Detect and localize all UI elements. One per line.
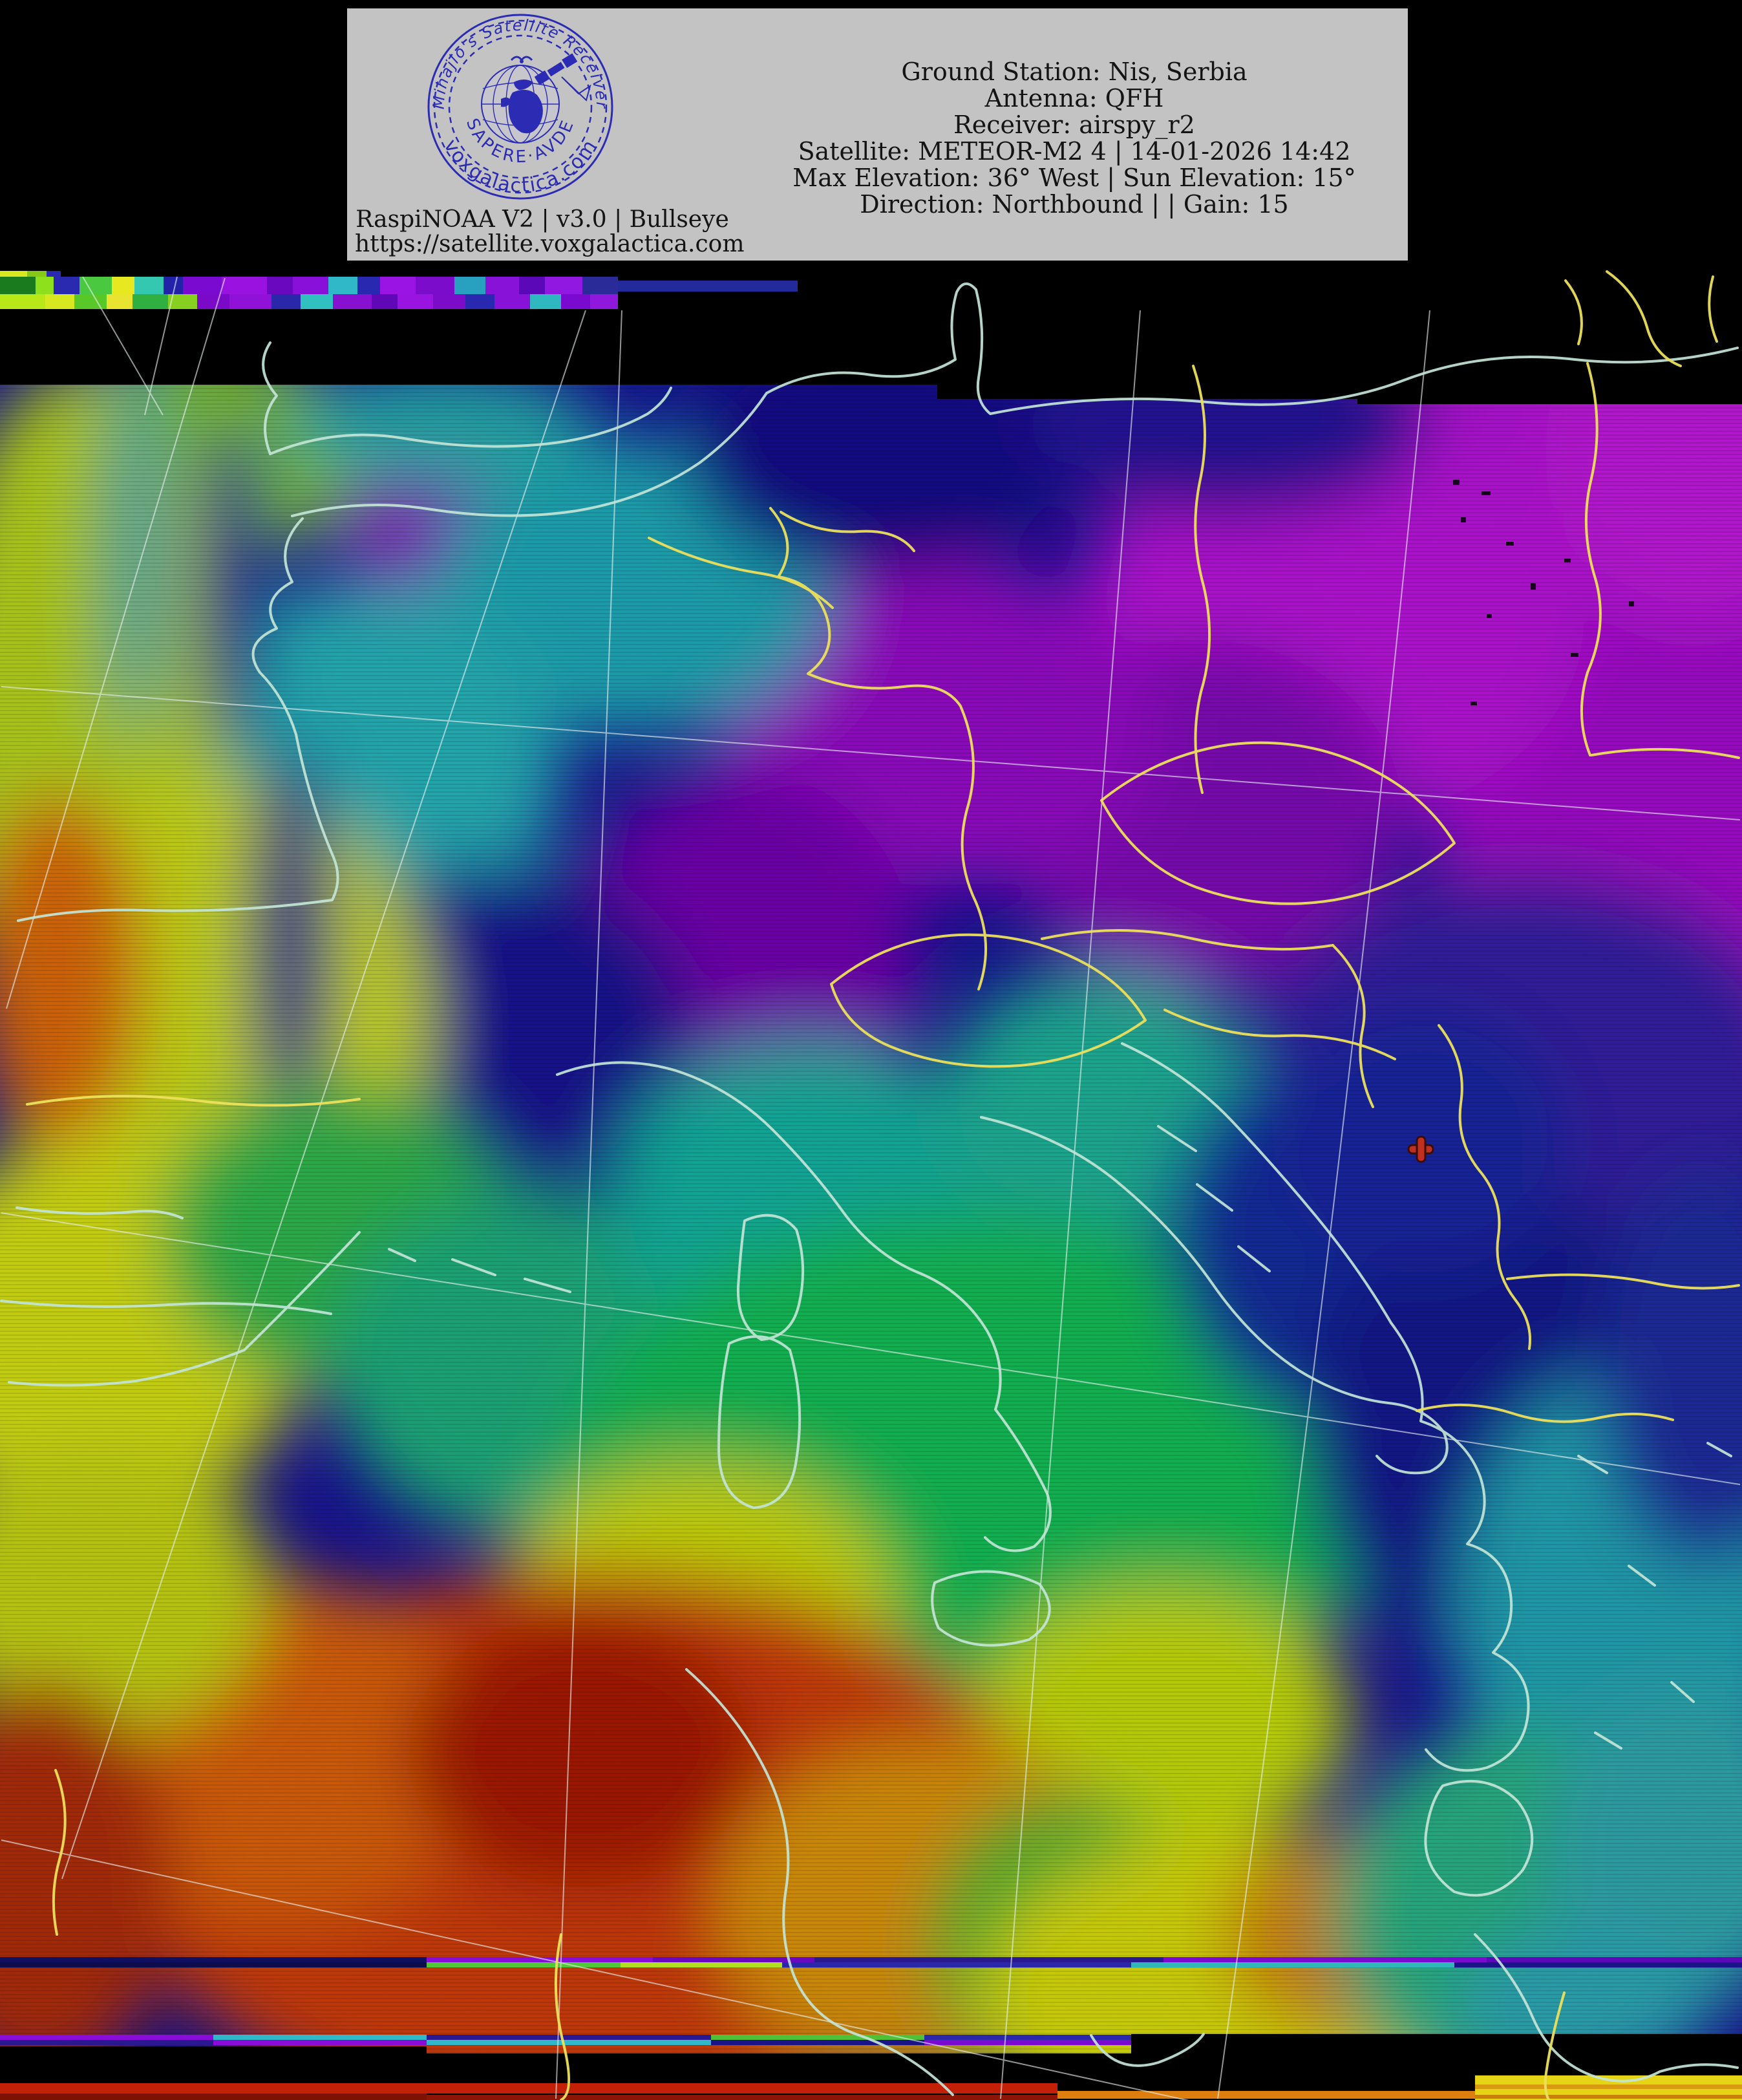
- ground-station-line: Ground Station: Nis, Serbia: [901, 58, 1248, 86]
- antenna-line: Antenna: QFH: [984, 84, 1164, 112]
- top-band-row-1-segment: [183, 277, 222, 294]
- top-band-row-2-segment: [398, 294, 433, 309]
- bottom-stripe-1a-segment: [0, 1957, 427, 1962]
- top-band-row-1-segment: [222, 277, 267, 294]
- top-band-row-2-segment: [530, 294, 561, 309]
- bottom-stripe-2a-segment: [924, 2035, 1131, 2040]
- glitch-bands: [0, 271, 1742, 2045]
- top-band-row-2-segment: [229, 294, 271, 309]
- country-borders: [26, 270, 1740, 2100]
- top-band-row-2-segment: [590, 294, 618, 309]
- top-band-row-1-segment: [0, 277, 36, 294]
- top-band-row-2-segment: [494, 294, 530, 309]
- top-band-row-2-segment: [372, 294, 398, 309]
- top-band-row-2-segment: [133, 294, 168, 309]
- bottom-stripe-2b-segment: [427, 2040, 711, 2045]
- bottom-stripe-1b-segment: [782, 1962, 1131, 1967]
- top-band-row-1-segment: [267, 277, 293, 294]
- coastlines: [0, 283, 1739, 2096]
- bottom-stripe-1b-segment: [1454, 1962, 1742, 1967]
- app-info-block: RaspiNOAA V2 | v3.0 | Bullseye https://s…: [355, 206, 745, 257]
- bottom-stripe-1a-segment: [814, 1957, 1163, 1962]
- top-band-row-2-segment: [465, 294, 494, 309]
- top-band-row-1-segment: [380, 277, 416, 294]
- latlon-grid: [1, 276, 1741, 2100]
- bottom-stripe-2b-segment: [213, 2040, 427, 2045]
- bottom-stripe-2a-segment: [427, 2035, 711, 2040]
- top-band-row-1-segment: [485, 277, 519, 294]
- top-band-row-1-segment: [545, 277, 582, 294]
- top-band-row-2-segment: [271, 294, 301, 309]
- station-logo-stamp: Mihajlo's Satellite Receiver SAPERE·AVDE…: [427, 14, 613, 200]
- top-band-row-2-segment: [333, 294, 372, 309]
- top-band-row-1-segment: [54, 277, 80, 294]
- bottom-stripe-1a-segment: [427, 1957, 653, 1962]
- top-band-row-1-segment: [293, 277, 328, 294]
- ground-station-marker: [1407, 1135, 1434, 1163]
- top-band-row-1-segment: [134, 277, 164, 294]
- thermal-blobs: [0, 309, 1742, 2100]
- satellite-line: Satellite: METEOR-M2 4 | 14-01-2026 14:4…: [798, 137, 1351, 166]
- stamp-outer-ring: [427, 14, 613, 200]
- top-band-row-1-segment: [416, 277, 454, 294]
- top-band-row-2-segment: [433, 294, 465, 309]
- top-band-row-2-segment: [0, 294, 45, 309]
- bottom-stripe-1b-segment: [427, 1962, 621, 1967]
- bottom-stripe-2b-segment: [924, 2040, 1131, 2045]
- edge-sliver-segment: [47, 271, 61, 277]
- pass-info-block: Ground Station: Nis, Serbia Antenna: QFH…: [751, 59, 1397, 218]
- bottom-stripe-2a-segment: [0, 2035, 213, 2040]
- top-band-row-1-segment: [328, 277, 357, 294]
- top-band-row-2-segment: [45, 294, 74, 309]
- top-band-row-1-segment: [112, 277, 134, 294]
- bottom-stripe-1a-segment: [1487, 1957, 1742, 1962]
- top-band-row-2-segment: [561, 294, 590, 309]
- top-band-tail-segment: [618, 281, 798, 292]
- top-band-row-1-segment: [582, 277, 618, 294]
- bottom-stripe-2a-segment: [213, 2035, 427, 2040]
- bottom-stripe-2b-segment: [711, 2040, 924, 2045]
- bottom-stripe-2a-segment: [711, 2035, 924, 2040]
- stamp-inner-dashed-ring: [448, 34, 593, 179]
- direction-gain-line: Direction: Northbound | | Gain: 15: [860, 190, 1289, 219]
- top-band-row-1-segment: [36, 277, 54, 294]
- bottom-stripe-1a-segment: [1163, 1957, 1487, 1962]
- app-version-line: RaspiNOAA V2 | v3.0 | Bullseye: [356, 206, 729, 233]
- top-band-row-1-segment: [454, 277, 485, 294]
- header-panel: Ground Station: Nis, Serbia Antenna: QFH…: [347, 8, 1408, 261]
- bottom-stripe-1b-segment: [1131, 1962, 1454, 1967]
- top-band-row-2-segment: [301, 294, 333, 309]
- top-band-row-1-segment: [519, 277, 545, 294]
- pixel-dropouts: [1453, 480, 1634, 705]
- stamp-outer-dashed-ring: [433, 19, 608, 194]
- bottom-stripe-2b-segment: [0, 2040, 213, 2045]
- receiver-line: Receiver: airspy_r2: [953, 111, 1195, 139]
- edge-sliver-segment: [27, 271, 47, 277]
- top-band-row-1-segment: [357, 277, 380, 294]
- top-band-row-2-segment: [197, 294, 229, 309]
- satellite-icon: [534, 53, 591, 102]
- bottom-stripe-1b-segment: [621, 1962, 782, 1967]
- bottom-stripe-1a-segment: [653, 1957, 814, 1962]
- station-url: https://satellite.voxgalactica.com: [355, 231, 745, 257]
- elevation-line: Max Elevation: 36° West | Sun Elevation:…: [792, 164, 1356, 192]
- top-band-row-2-segment: [74, 294, 107, 309]
- top-band-row-2-segment: [107, 294, 133, 309]
- edge-sliver-segment: [0, 271, 27, 277]
- top-band-row-2-segment: [168, 294, 197, 309]
- bottom-stripe-1b-segment: [0, 1962, 427, 1967]
- bird-icon: [510, 56, 533, 63]
